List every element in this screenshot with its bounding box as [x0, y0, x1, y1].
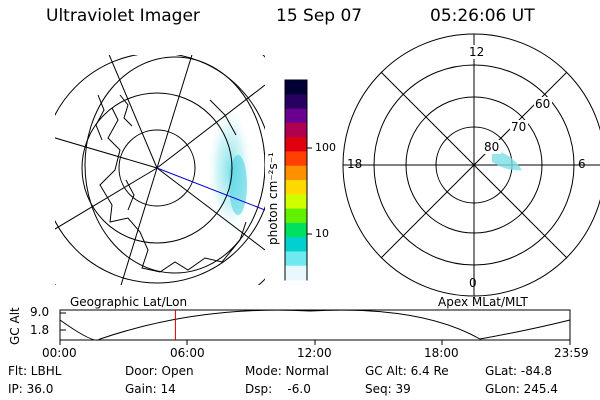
lat-label-60: 60: [535, 97, 551, 111]
xtick-1: 06:00: [170, 346, 205, 360]
polar-plot: [342, 33, 600, 297]
info-ip: IP: 36.0: [8, 382, 54, 396]
altitude-ylabel: GC Alt: [8, 307, 22, 345]
mlt-label-12: 12: [469, 45, 485, 59]
colorbar-cell: [285, 80, 307, 95]
polar-aurora: [492, 150, 522, 171]
colorbar-cell: [285, 165, 307, 181]
colorbar-tick-10: 10: [315, 227, 329, 240]
colorbar-cell: [285, 208, 307, 224]
geo-map-grid: [55, 55, 265, 285]
info-gain: Gain: 14: [125, 382, 176, 396]
info-mode: Mode: Normal: [245, 364, 329, 378]
colorbar-cell: [285, 194, 307, 210]
date-label: 15 Sep 07: [276, 6, 363, 26]
colorbar-cell: [285, 122, 307, 138]
lat-label-80: 80: [484, 140, 500, 154]
colorbar-unit-label: photon cm⁻²s⁻¹: [266, 152, 280, 245]
info-flt: Flt: LBHL: [8, 364, 62, 378]
info-glat: GLat: -84.8: [485, 364, 552, 378]
mlt-label-6: 6: [578, 157, 586, 171]
colorbar-cell: [285, 222, 307, 238]
altitude-ytick-top: 9.0: [30, 305, 50, 319]
colorbar-tick-100: 100: [315, 141, 336, 154]
mlt-label-0: 0: [469, 276, 477, 290]
altitude-plot: [59, 309, 571, 345]
mlt-label-18: 18: [347, 157, 363, 171]
altitude-ytick-bottom: 1.8: [30, 323, 50, 337]
info-dsp: Dsp: -6.0: [245, 382, 311, 396]
info-seq: Seq: 39: [365, 382, 411, 396]
xtick-0: 00:00: [42, 346, 77, 360]
colorbar-cell: [285, 151, 307, 167]
colorbar-cell: [285, 180, 307, 195]
info-door: Door: Open: [125, 364, 194, 378]
colorbar-cell: [285, 265, 307, 281]
info-gc-alt: GC Alt: 6.4 Re: [365, 364, 449, 378]
colorbar-cell: [285, 137, 307, 152]
instrument-title: Ultraviolet Imager: [46, 6, 200, 26]
colorbar-cell: [285, 94, 307, 110]
polar-panel-label: Apex MLat/MLT: [438, 295, 528, 309]
lat-label-70: 70: [511, 120, 527, 134]
colorbar-cell: [285, 237, 307, 252]
altitude-curve: [59, 309, 571, 341]
geo-panel-label: Geographic Lat/Lon: [70, 295, 188, 309]
colorbar: [284, 79, 312, 281]
xtick-4: 23:59: [554, 346, 589, 360]
colorbar-cell: [285, 251, 307, 267]
antarctica-coastline: [99, 107, 247, 273]
colorbar-cell: [285, 108, 307, 124]
xtick-2: 12:00: [297, 346, 332, 360]
time-label: 05:26:06 UT: [430, 6, 535, 26]
xtick-3: 18:00: [424, 346, 459, 360]
info-glon: GLon: 245.4: [485, 382, 558, 396]
